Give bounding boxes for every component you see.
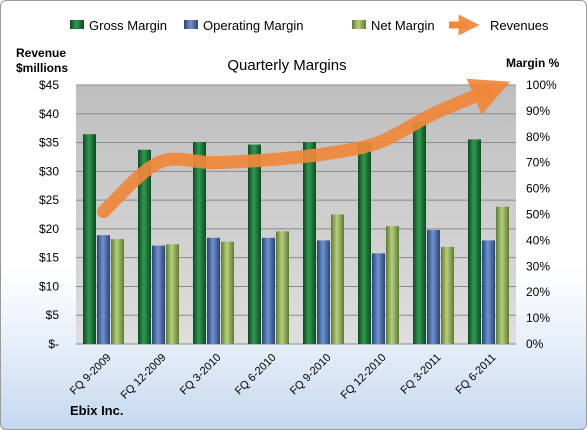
right-tick-label: 60% xyxy=(526,182,550,196)
gross-margin-bar xyxy=(248,144,261,344)
right-tick-label: 40% xyxy=(526,233,550,247)
revenues-point xyxy=(268,159,269,160)
right-tick-label: 30% xyxy=(526,259,550,273)
net-margin-bar xyxy=(496,206,509,344)
category-label: FQ 6-2011 xyxy=(454,352,499,397)
left-tick-label: $30 xyxy=(39,164,59,178)
right-tick-label: 10% xyxy=(526,311,550,325)
category-label: FQ 3-2010 xyxy=(178,352,224,398)
gross-margin-bar xyxy=(83,134,96,344)
left-tick-label: $40 xyxy=(39,107,59,121)
net-margin-bar xyxy=(166,244,179,344)
company-label: Ebix Inc. xyxy=(70,403,124,418)
net-margin-bar xyxy=(276,231,289,344)
right-axis-label: Margin % xyxy=(506,56,560,70)
right-tick-label: 90% xyxy=(526,104,550,118)
legend-label-gross-margin: Gross Margin xyxy=(89,18,167,33)
revenues-point xyxy=(378,142,379,143)
revenues-point xyxy=(488,90,489,91)
legend-label-operating-margin: Operating Margin xyxy=(203,18,303,33)
chart-title: Quarterly Margins xyxy=(227,57,346,74)
legend-item-revenues: Revenues xyxy=(449,14,549,36)
gross-margin-bar xyxy=(413,121,426,344)
left-tick-label: $10 xyxy=(39,279,59,293)
operating-margin-bar xyxy=(427,230,440,344)
legend-item-operating-margin: Operating Margin xyxy=(184,18,303,33)
left-tick-label: $45 xyxy=(39,78,59,92)
legend-item-gross-margin: Gross Margin xyxy=(70,18,167,33)
left-tick-label: $15 xyxy=(39,251,59,265)
category-label: FQ 9-2009 xyxy=(68,352,114,398)
left-axis-label-line2: $millions xyxy=(16,61,68,75)
right-tick-label: 70% xyxy=(526,156,550,170)
net-margin-bar xyxy=(441,246,454,344)
right-tick-label: 100% xyxy=(526,78,557,92)
category-label: FQ 12-2010 xyxy=(339,352,389,402)
net-margin-bar xyxy=(111,239,124,344)
category-label: FQ 12-2009 xyxy=(119,352,169,402)
revenues-point xyxy=(103,211,104,212)
legend-swatch-gross-margin xyxy=(70,20,84,29)
revenues-point xyxy=(323,154,324,155)
gross-margin-bar xyxy=(468,139,481,344)
operating-margin-bar xyxy=(152,245,165,344)
category-label: FQ 6-2010 xyxy=(233,352,279,398)
gross-margin-bar xyxy=(138,149,151,344)
legend: Gross Margin Operating Margin Net Margin… xyxy=(70,14,549,36)
right-tick-label: 0% xyxy=(526,337,544,351)
category-label: FQ 9-2010 xyxy=(288,352,334,398)
net-margin-bar xyxy=(331,214,344,344)
operating-margin-bar xyxy=(97,235,110,344)
gross-margin-bar xyxy=(303,141,316,344)
right-tick-label: 80% xyxy=(526,130,550,144)
operating-margin-bar xyxy=(262,237,275,344)
revenues-point xyxy=(213,162,214,163)
left-tick-label: $25 xyxy=(39,193,59,207)
revenue-line xyxy=(97,78,511,219)
category-labels: FQ 9-2009 FQ 12-2009 FQ 3-2010 FQ 6-2010 FQ … xyxy=(68,352,499,402)
left-tick-label: $- xyxy=(48,337,59,351)
category-label: FQ 3-2011 xyxy=(399,352,444,397)
operating-margin-bar xyxy=(372,253,385,344)
legend-item-net-margin: Net Margin xyxy=(352,18,435,33)
right-tick-label: 20% xyxy=(526,285,550,299)
right-axis-ticks: 0% 10% 20% 30% 40% 50% 60% 70% 80% 90% 100% xyxy=(526,78,557,351)
operating-margin-bar xyxy=(482,240,495,344)
bars xyxy=(83,121,509,344)
revenues-point xyxy=(158,162,159,163)
legend-label-net-margin: Net Margin xyxy=(371,18,435,33)
net-margin-bar xyxy=(221,241,234,344)
legend-swatch-operating-margin xyxy=(184,20,198,29)
operating-margin-bar xyxy=(207,237,220,344)
net-margin-bar xyxy=(386,226,399,344)
left-tick-label: $5 xyxy=(46,308,60,322)
revenues-point xyxy=(433,113,434,114)
left-axis-ticks: $- $5 $10 $15 $20 $25 $30 $35 $40 $45 xyxy=(39,78,59,351)
left-tick-label: $35 xyxy=(39,136,59,150)
legend-swatch-net-margin xyxy=(352,20,366,29)
legend-label-revenues: Revenues xyxy=(490,18,549,33)
revenues-series-line xyxy=(97,78,511,219)
gross-margin-bar xyxy=(193,141,206,344)
left-tick-label: $20 xyxy=(39,222,59,236)
right-tick-label: 50% xyxy=(526,208,550,222)
left-axis-label-line1: Revenue xyxy=(16,46,66,60)
gross-margin-bar xyxy=(358,141,371,344)
operating-margin-bar xyxy=(317,240,330,344)
